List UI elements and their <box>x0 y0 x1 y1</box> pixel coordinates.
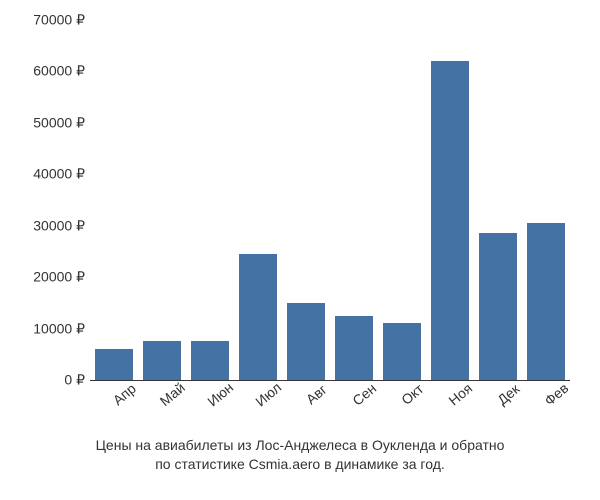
caption-line-2: по статистике Csmia.aero в динамике за г… <box>0 455 600 475</box>
x-axis: АпрМайИюнИюлАвгСенОктНояДекФев <box>90 382 570 432</box>
caption-line-1: Цены на авиабилеты из Лос-Анджелеса в Оу… <box>0 436 600 456</box>
chart-caption: Цены на авиабилеты из Лос-Анджелеса в Оу… <box>0 436 600 475</box>
bar <box>287 303 325 380</box>
y-tick-label: 70000 ₽ <box>0 12 85 29</box>
y-tick-label: 20000 ₽ <box>0 269 85 286</box>
bar <box>479 233 517 380</box>
y-tick-label: 30000 ₽ <box>0 217 85 234</box>
bar <box>239 254 277 380</box>
plot-area <box>90 20 570 380</box>
bars-group <box>90 20 570 380</box>
y-tick-label: 40000 ₽ <box>0 166 85 183</box>
bar <box>431 61 469 380</box>
bar <box>527 223 565 380</box>
y-tick-label: 10000 ₽ <box>0 320 85 337</box>
y-tick-label: 50000 ₽ <box>0 114 85 131</box>
y-tick-label: 0 ₽ <box>0 372 85 389</box>
y-axis: 0 ₽10000 ₽20000 ₽30000 ₽40000 ₽50000 ₽60… <box>0 20 85 380</box>
y-tick-label: 60000 ₽ <box>0 63 85 80</box>
chart-container: 0 ₽ 10000 ₽ 20000 ₽ 30000 ₽ 40000 ₽ 50000 ₽ 60… <box>0 0 600 500</box>
